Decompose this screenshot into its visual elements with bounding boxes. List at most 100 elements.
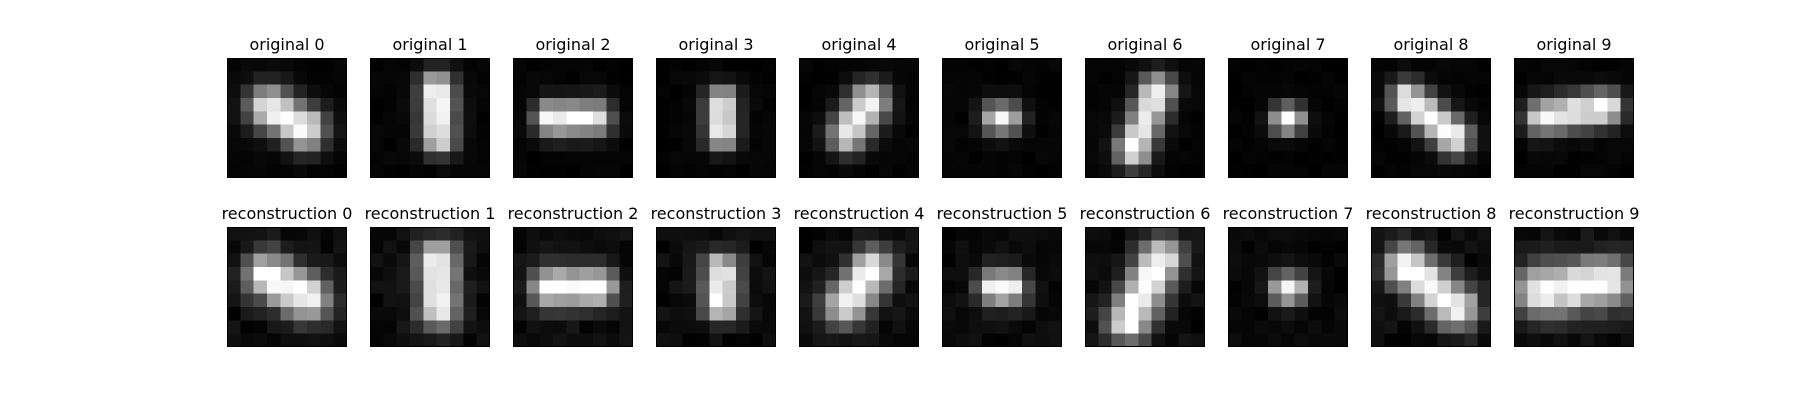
heatmap-cell xyxy=(1035,71,1049,85)
heatmap-cell xyxy=(240,138,254,152)
heatmap-cell xyxy=(450,253,464,268)
heatmap-cell xyxy=(995,138,1009,152)
heatmap-cell xyxy=(1308,71,1322,85)
heatmap-cell xyxy=(1268,71,1282,85)
heatmap-cell xyxy=(1191,151,1205,165)
heatmap-cell xyxy=(1308,293,1322,308)
heatmap-cell xyxy=(566,164,580,178)
heatmap-cell xyxy=(968,138,983,152)
heatmap-cell xyxy=(1371,151,1385,165)
heatmap-cell xyxy=(293,111,308,125)
heatmap-cell xyxy=(1514,71,1528,85)
heatmap-cell xyxy=(1138,71,1152,85)
heatmap-cell xyxy=(955,124,969,139)
heatmap-cell xyxy=(1254,293,1269,308)
heatmap-cell xyxy=(1165,124,1179,139)
heatmap-cell xyxy=(995,253,1009,268)
heatmap-cell xyxy=(722,227,737,241)
heatmap-cell xyxy=(1464,253,1478,268)
heatmap-cell xyxy=(1228,151,1242,165)
heatmap-cell xyxy=(1567,227,1581,241)
heatmap-cell xyxy=(1477,58,1491,72)
heatmap-cell xyxy=(905,227,919,241)
heatmap-cell xyxy=(1035,240,1049,254)
heatmap-cell xyxy=(865,280,880,294)
heatmap-cell xyxy=(1111,293,1126,308)
heatmap-cell xyxy=(280,124,294,139)
heatmap-cell xyxy=(1294,280,1309,294)
heatmap-cell xyxy=(1035,307,1049,321)
heatmap-cell xyxy=(436,267,451,281)
heatmap-cell xyxy=(682,71,697,85)
heatmap-cell xyxy=(606,240,620,254)
heatmap-cell xyxy=(905,71,919,85)
heatmap-cell xyxy=(1527,84,1541,99)
image-heatmap xyxy=(1228,227,1348,347)
heatmap-cell xyxy=(812,164,826,178)
heatmap-cell xyxy=(1085,124,1099,139)
heatmap-cell xyxy=(1151,58,1166,72)
heatmap-cell xyxy=(1125,164,1139,178)
heatmap-cell xyxy=(1451,253,1465,268)
heatmap-cell xyxy=(1281,293,1295,308)
heatmap-cell xyxy=(799,58,813,72)
heatmap-cell xyxy=(1281,227,1295,241)
heatmap-cell xyxy=(320,267,334,281)
heatmap-cell xyxy=(1334,320,1348,334)
heatmap-cell xyxy=(526,227,540,241)
heatmap-cell xyxy=(1620,84,1634,99)
heatmap-cell xyxy=(606,84,620,99)
heatmap-cell xyxy=(1620,253,1634,268)
heatmap-cell xyxy=(1228,98,1242,112)
heatmap-cell xyxy=(1321,124,1335,139)
heatmap-cell xyxy=(513,58,527,72)
heatmap-cell xyxy=(839,253,853,268)
heatmap-cell xyxy=(1554,333,1568,347)
heatmap-cell xyxy=(1254,240,1269,254)
heatmap-cell xyxy=(879,293,893,308)
heatmap-cell xyxy=(1464,164,1478,178)
heatmap-cell xyxy=(333,333,347,347)
heatmap-cell xyxy=(280,151,294,165)
heatmap-cell xyxy=(463,58,477,72)
heatmap-cell xyxy=(463,164,477,178)
heatmap-cell xyxy=(333,124,347,139)
heatmap-cell xyxy=(982,267,996,281)
heatmap-cell xyxy=(1035,58,1049,72)
heatmap-cell xyxy=(839,227,853,241)
heatmap-cell xyxy=(955,58,969,72)
heatmap-cell xyxy=(423,84,437,99)
heatmap-cell xyxy=(526,267,540,281)
heatmap-cell xyxy=(905,151,919,165)
heatmap-cell xyxy=(825,293,840,308)
heatmap-cell xyxy=(1477,98,1491,112)
heatmap-cell xyxy=(293,124,308,139)
heatmap-cell xyxy=(1554,58,1568,72)
heatmap-cell xyxy=(1607,320,1621,334)
heatmap-cell xyxy=(423,58,437,72)
heatmap-cell xyxy=(1477,164,1491,178)
heatmap-cell xyxy=(566,240,580,254)
heatmap-cell xyxy=(799,151,813,165)
heatmap-cell xyxy=(566,333,580,347)
heatmap-cell xyxy=(1334,138,1348,152)
heatmap-cell xyxy=(370,151,384,165)
panel-border xyxy=(227,58,347,178)
heatmap-cell xyxy=(593,151,607,165)
heatmap-cell xyxy=(1580,267,1595,281)
heatmap-cell xyxy=(227,253,241,268)
heatmap-cell xyxy=(799,98,813,112)
heatmap-cell xyxy=(1151,151,1166,165)
heatmap-cell xyxy=(1281,138,1295,152)
heatmap-cell xyxy=(566,280,580,294)
heatmap-cell xyxy=(799,267,813,281)
heatmap-cell xyxy=(1151,320,1166,334)
heatmap-cell xyxy=(749,293,763,308)
heatmap-cell xyxy=(682,253,697,268)
heatmap-cell xyxy=(1451,71,1465,85)
heatmap-cell xyxy=(1008,267,1023,281)
heatmap-cell xyxy=(1241,267,1255,281)
heatmap-cell xyxy=(1098,307,1112,321)
heatmap-cell xyxy=(1281,151,1295,165)
heatmap-cell xyxy=(1098,293,1112,308)
